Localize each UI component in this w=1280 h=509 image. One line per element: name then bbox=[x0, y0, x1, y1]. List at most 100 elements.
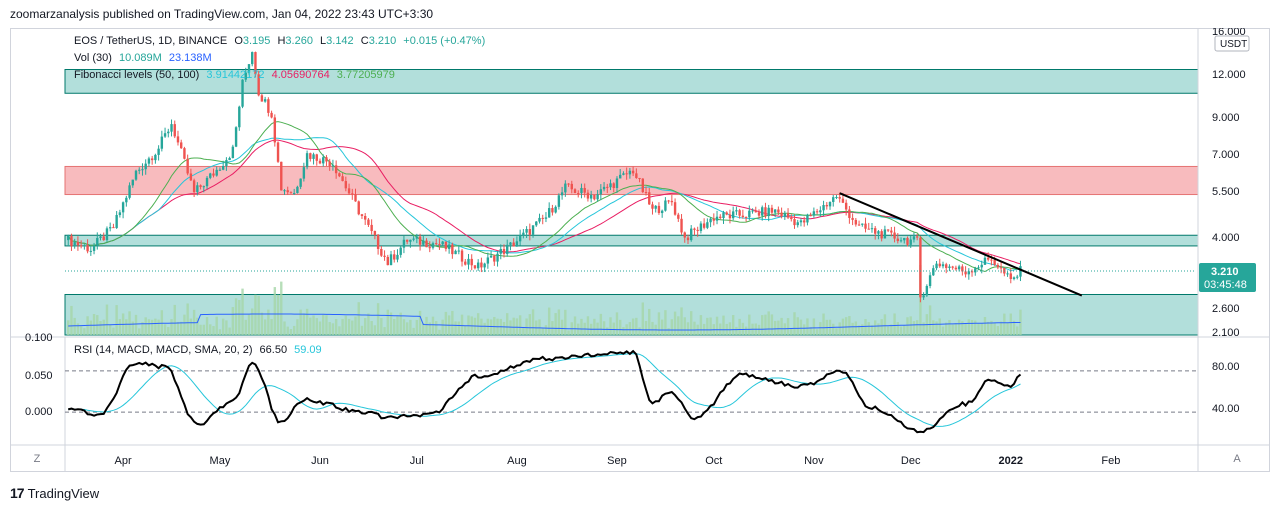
candle bbox=[903, 237, 906, 244]
candle bbox=[73, 238, 76, 249]
candle-body bbox=[251, 52, 254, 65]
volume-bar bbox=[125, 319, 128, 335]
volume-bar bbox=[974, 320, 977, 335]
volume-bar bbox=[141, 322, 144, 335]
candle-body bbox=[515, 241, 519, 247]
candle bbox=[812, 207, 816, 218]
candle-body bbox=[225, 160, 228, 167]
volume-bar bbox=[480, 318, 483, 335]
current-price-badge: 3.210 03:45:48 bbox=[1199, 263, 1256, 292]
candle bbox=[438, 238, 441, 250]
volume-bar bbox=[431, 316, 435, 335]
candle bbox=[680, 214, 683, 235]
candle bbox=[777, 206, 780, 215]
candle-body bbox=[457, 250, 461, 252]
candle-body bbox=[357, 201, 360, 215]
candle bbox=[341, 173, 344, 182]
currency-badge[interactable]: USDT bbox=[1214, 35, 1250, 52]
candle-body bbox=[399, 247, 402, 255]
ohlc-high: H3.260 bbox=[277, 35, 312, 47]
volume-bar bbox=[438, 329, 441, 335]
candle-body bbox=[383, 255, 386, 257]
candle-body bbox=[686, 237, 690, 241]
candle bbox=[783, 210, 787, 220]
volume-bar bbox=[547, 307, 551, 335]
candle-body bbox=[890, 230, 893, 233]
candle bbox=[296, 185, 299, 194]
candle-body bbox=[270, 112, 273, 118]
candle-body bbox=[454, 250, 457, 255]
zoom-toggle-button[interactable]: Z bbox=[33, 453, 41, 465]
candle bbox=[928, 272, 932, 289]
volume-bar bbox=[660, 319, 664, 335]
candle-body bbox=[773, 209, 777, 213]
candle-body bbox=[957, 266, 961, 270]
candle bbox=[167, 128, 170, 138]
candle bbox=[241, 79, 244, 109]
volume-bar bbox=[1012, 320, 1016, 335]
volume-bar bbox=[467, 315, 470, 335]
candle bbox=[667, 199, 670, 204]
candle-body bbox=[657, 205, 661, 214]
candle-body bbox=[228, 157, 231, 161]
price-axis[interactable]: 16.000 12.000 9.000 7.000 5.500 4.000 2.… bbox=[1212, 28, 1246, 339]
candle-body bbox=[673, 202, 677, 215]
volume-bar bbox=[231, 307, 235, 335]
candle-body bbox=[221, 166, 225, 170]
candle-body bbox=[922, 295, 925, 298]
candle bbox=[728, 209, 732, 224]
volume-bar bbox=[263, 319, 267, 335]
open-label: O bbox=[234, 35, 243, 47]
candle-body bbox=[670, 200, 674, 203]
volume-bar bbox=[609, 317, 612, 335]
candle-body bbox=[447, 244, 451, 249]
volume-bar bbox=[221, 318, 225, 335]
candle bbox=[870, 223, 874, 233]
candle bbox=[464, 258, 467, 266]
candle bbox=[457, 244, 461, 255]
candle-body bbox=[299, 178, 302, 187]
candle-body bbox=[483, 263, 486, 268]
volume-bar bbox=[70, 305, 73, 335]
volume-bar bbox=[883, 314, 887, 335]
volume-legend[interactable]: Vol (30) 10.089M 23.138M bbox=[74, 52, 216, 64]
rsi-left-tick: 0.100 bbox=[25, 332, 53, 344]
candle bbox=[883, 225, 887, 239]
volume-bar bbox=[1016, 326, 1019, 335]
candle bbox=[489, 250, 493, 258]
candle bbox=[76, 236, 80, 251]
change-value: +0.015 (+0.47%) bbox=[403, 35, 486, 47]
candle-body bbox=[105, 228, 109, 241]
price-candles bbox=[67, 51, 1022, 303]
candle bbox=[696, 226, 699, 237]
volume-bar bbox=[238, 300, 241, 335]
volume-bar bbox=[386, 309, 389, 335]
candle-body bbox=[728, 214, 732, 219]
volume-bar bbox=[560, 319, 564, 335]
trendline[interactable] bbox=[839, 192, 1083, 297]
candle-body bbox=[780, 212, 783, 217]
volume-bar bbox=[773, 320, 777, 335]
price-tick: 4.000 bbox=[1212, 232, 1240, 244]
candle-body bbox=[573, 189, 577, 194]
price-chart[interactable]: 16.000 12.000 9.000 7.000 5.500 4.000 2.… bbox=[10, 28, 1270, 472]
candle-body bbox=[192, 180, 196, 193]
candle bbox=[751, 208, 754, 214]
time-axis[interactable]: Apr May Jun Jul Aug Sep Oct Nov Dec 2022 Feb bbox=[115, 455, 1121, 467]
candle-body bbox=[693, 228, 696, 230]
symbol-legend[interactable]: EOS / TetherUS, 1D, BINANCE O3.195 H3.26… bbox=[74, 35, 489, 47]
volume-bar bbox=[170, 319, 173, 335]
candle bbox=[738, 208, 741, 219]
tradingview-logo[interactable]: 17 TradingView bbox=[10, 485, 99, 501]
candle bbox=[141, 163, 144, 176]
candle-body bbox=[150, 158, 154, 161]
fib-legend[interactable]: Fibonacci levels (50, 100) 3.91442172 4.… bbox=[74, 69, 399, 81]
volume-bar bbox=[435, 321, 438, 335]
auto-scale-button[interactable]: A bbox=[1233, 453, 1241, 465]
volume-bar bbox=[402, 319, 406, 335]
candle-body bbox=[935, 263, 938, 269]
rsi-legend[interactable]: RSI (14, MACD, MACD, SMA, 20, 2) 66.50 5… bbox=[74, 344, 326, 356]
candle-body bbox=[215, 169, 218, 176]
candle bbox=[835, 194, 838, 200]
candle bbox=[541, 214, 544, 225]
